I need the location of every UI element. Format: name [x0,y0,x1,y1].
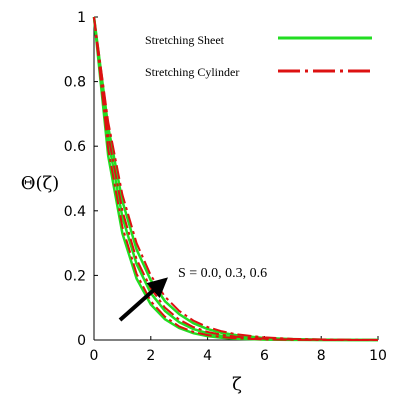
y-tick-label: 0 [77,333,86,349]
y-tick-label: 0.4 [64,204,86,220]
ticks: 0 2 4 6 8 10 0 0.2 0.4 0.6 0.8 1 [64,10,387,364]
annotation-text: S = 0.0, 0.3, 0.6 [178,266,267,281]
x-axis-title: ζ [232,374,242,395]
y-tick-label: 0.8 [64,75,86,91]
x-tick-label: 0 [90,348,99,364]
annotation-arrow [118,277,168,322]
curves [92,16,379,342]
x-tick-label: 6 [260,348,269,364]
x-tick-label: 8 [317,348,326,364]
x-tick-label: 10 [369,348,387,364]
legend-label-cylinder: Stretching Cylinder [145,65,239,79]
legend: Stretching Sheet Stretching Cylinder [145,33,372,79]
y-tick-label: 0.6 [64,139,86,155]
legend-label-sheet: Stretching Sheet [145,33,225,47]
y-tick-label: 1 [77,10,86,26]
series-line [93,16,379,341]
x-tick-label: 2 [146,348,155,364]
y-axis-title: Θ(ζ) [21,173,60,194]
y-tick-label: 0.2 [64,268,86,284]
x-tick-label: 4 [203,348,212,364]
